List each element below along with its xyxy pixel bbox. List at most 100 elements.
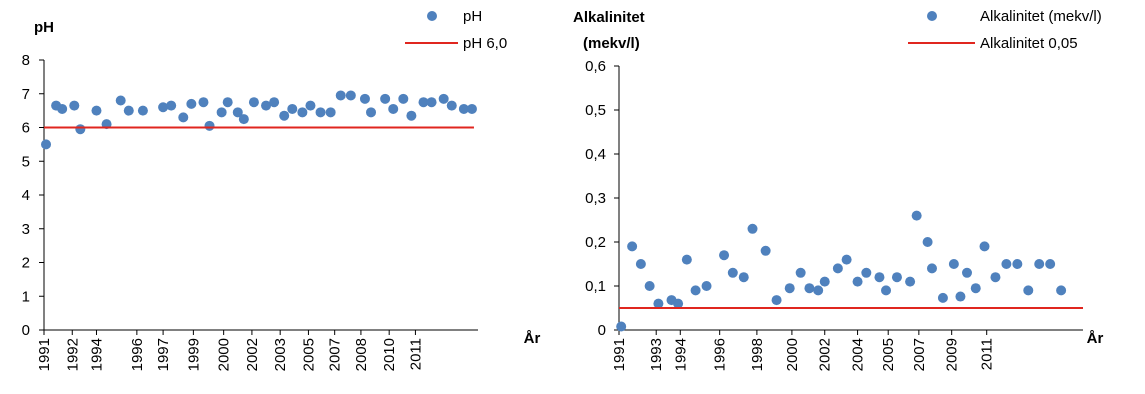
- data-point: [438, 93, 449, 104]
- data-point: [178, 112, 189, 123]
- y-tick-label: 8: [22, 52, 30, 69]
- x-tick-label: 2004: [850, 338, 867, 371]
- x-tick-label: 2003: [272, 338, 289, 371]
- y-tick-label: 0,6: [585, 58, 606, 75]
- x-tick-label: 2007: [911, 338, 928, 371]
- data-point: [418, 97, 429, 108]
- legend-label: Alkalinitet 0,05: [980, 35, 1078, 52]
- x-tick-label: 1993: [648, 338, 665, 371]
- data-point: [616, 321, 627, 332]
- y-tick-label: 2: [22, 255, 30, 272]
- x-tick-label: 2002: [244, 338, 261, 371]
- y-tick-label: 7: [22, 86, 30, 103]
- x-tick-label: 2000: [784, 338, 801, 371]
- y-tick-label: 0: [598, 322, 606, 339]
- x-tick-label: 2005: [300, 338, 317, 371]
- data-point: [91, 105, 102, 116]
- data-point: [911, 210, 922, 221]
- legend-marker: [927, 11, 937, 21]
- data-point: [305, 100, 316, 111]
- x-tick-label: 1994: [672, 338, 689, 371]
- data-point: [832, 263, 843, 274]
- data-point: [719, 250, 730, 261]
- data-point: [962, 267, 972, 278]
- data-point: [279, 110, 290, 121]
- y-axis-title: Alkalinitet: [573, 9, 645, 26]
- x-tick-label: 1994: [88, 338, 105, 371]
- data-point: [198, 97, 209, 108]
- x-tick-label: 1997: [155, 338, 172, 371]
- data-point: [861, 267, 872, 278]
- data-point: [990, 272, 1001, 283]
- data-point: [216, 107, 227, 118]
- x-tick-label: 2007: [327, 338, 344, 371]
- data-point: [69, 100, 80, 111]
- data-point: [813, 285, 824, 296]
- y-tick-label: 0,2: [585, 234, 606, 251]
- y-tick-label: 3: [22, 221, 30, 238]
- data-point: [238, 114, 249, 125]
- x-tick-label: 2010: [381, 338, 398, 371]
- data-point: [123, 105, 134, 116]
- data-point: [653, 298, 664, 309]
- data-point: [366, 107, 377, 118]
- y-tick-label: 4: [22, 187, 30, 204]
- data-point: [75, 124, 86, 135]
- data-point: [1023, 285, 1034, 296]
- x-tick-label: 1991: [611, 338, 628, 371]
- x-tick-label: 1991: [36, 338, 53, 371]
- legend-label: Alkalinitet (mekv/l): [980, 8, 1102, 25]
- data-point: [458, 103, 469, 114]
- x-tick-label: 1999: [185, 338, 202, 371]
- data-point: [41, 139, 52, 150]
- data-point: [771, 295, 782, 306]
- data-point: [819, 276, 830, 287]
- x-axis-title: År: [524, 330, 541, 347]
- y-tick-label: 1: [22, 288, 30, 305]
- data-point: [841, 254, 852, 265]
- data-point: [466, 103, 477, 114]
- data-point: [380, 93, 391, 104]
- x-tick-label: 2008: [353, 338, 370, 371]
- data-point: [446, 100, 457, 111]
- legend-label: pH 6,0: [463, 35, 507, 52]
- x-axis-title: År: [1087, 330, 1104, 347]
- data-point: [891, 272, 902, 283]
- data-point: [690, 285, 701, 296]
- data-point: [1034, 259, 1045, 269]
- data-point: [222, 97, 233, 108]
- data-point: [325, 107, 336, 118]
- data-point: [948, 259, 959, 269]
- data-point: [955, 291, 966, 302]
- data-point: [681, 254, 692, 265]
- data-point: [335, 90, 346, 101]
- x-tick-label: 2005: [880, 338, 897, 371]
- data-point: [747, 223, 758, 234]
- y-tick-label: 0,3: [585, 190, 606, 207]
- data-point: [738, 272, 749, 283]
- data-point: [881, 285, 892, 296]
- x-tick-label: 2011: [407, 338, 424, 370]
- data-point: [926, 263, 937, 274]
- x-tick-label: 1998: [749, 338, 766, 371]
- data-point: [874, 272, 885, 283]
- legend-label: pH: [463, 8, 482, 25]
- data-point: [1012, 259, 1023, 269]
- data-point: [315, 107, 326, 118]
- y-axis-title: pH: [34, 19, 54, 36]
- data-point: [269, 97, 280, 108]
- data-point: [701, 281, 712, 291]
- x-tick-label: 2000: [216, 338, 233, 371]
- legend-marker: [427, 11, 437, 21]
- data-point: [1001, 259, 1012, 269]
- data-point: [248, 97, 259, 108]
- y-tick-label: 0,1: [585, 278, 606, 295]
- data-point: [186, 98, 197, 109]
- data-point: [644, 281, 655, 291]
- alkalinity-chart: 0 0,1 0,2 0,3 0,4 0,5 0,6 1991 1993 1994 1996 1998 2…: [573, 8, 1103, 371]
- data-point: [388, 103, 399, 114]
- data-point: [635, 259, 646, 269]
- data-point: [137, 105, 148, 116]
- x-tick-label: 1996: [712, 338, 729, 371]
